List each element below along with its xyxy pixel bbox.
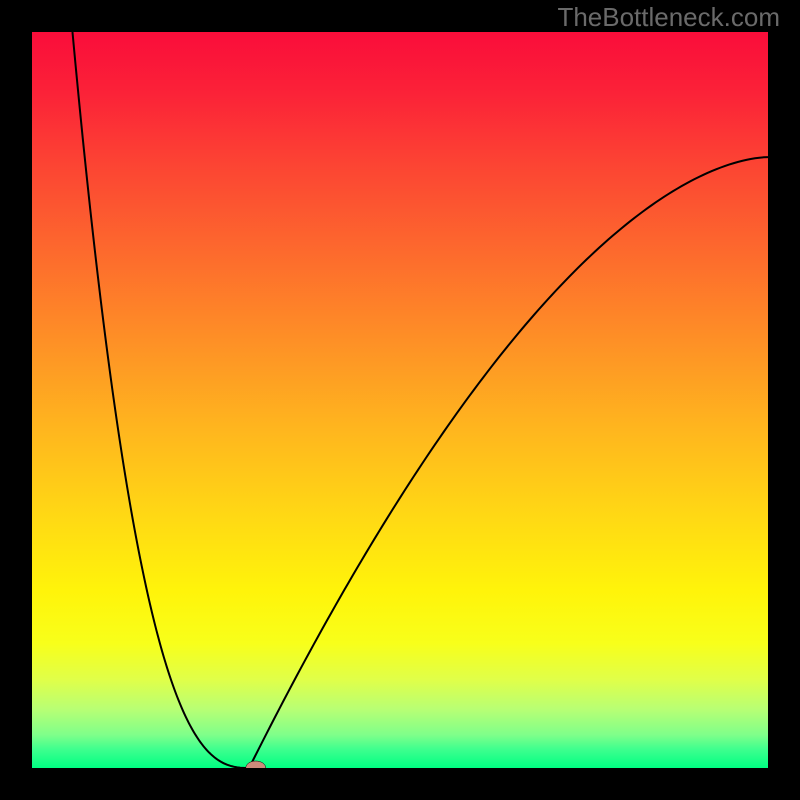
chart-container: TheBottleneck.com	[0, 0, 800, 800]
bottleneck-chart: TheBottleneck.com	[0, 0, 800, 800]
plot-gradient-background	[32, 32, 768, 768]
watermark-label: TheBottleneck.com	[557, 2, 780, 32]
